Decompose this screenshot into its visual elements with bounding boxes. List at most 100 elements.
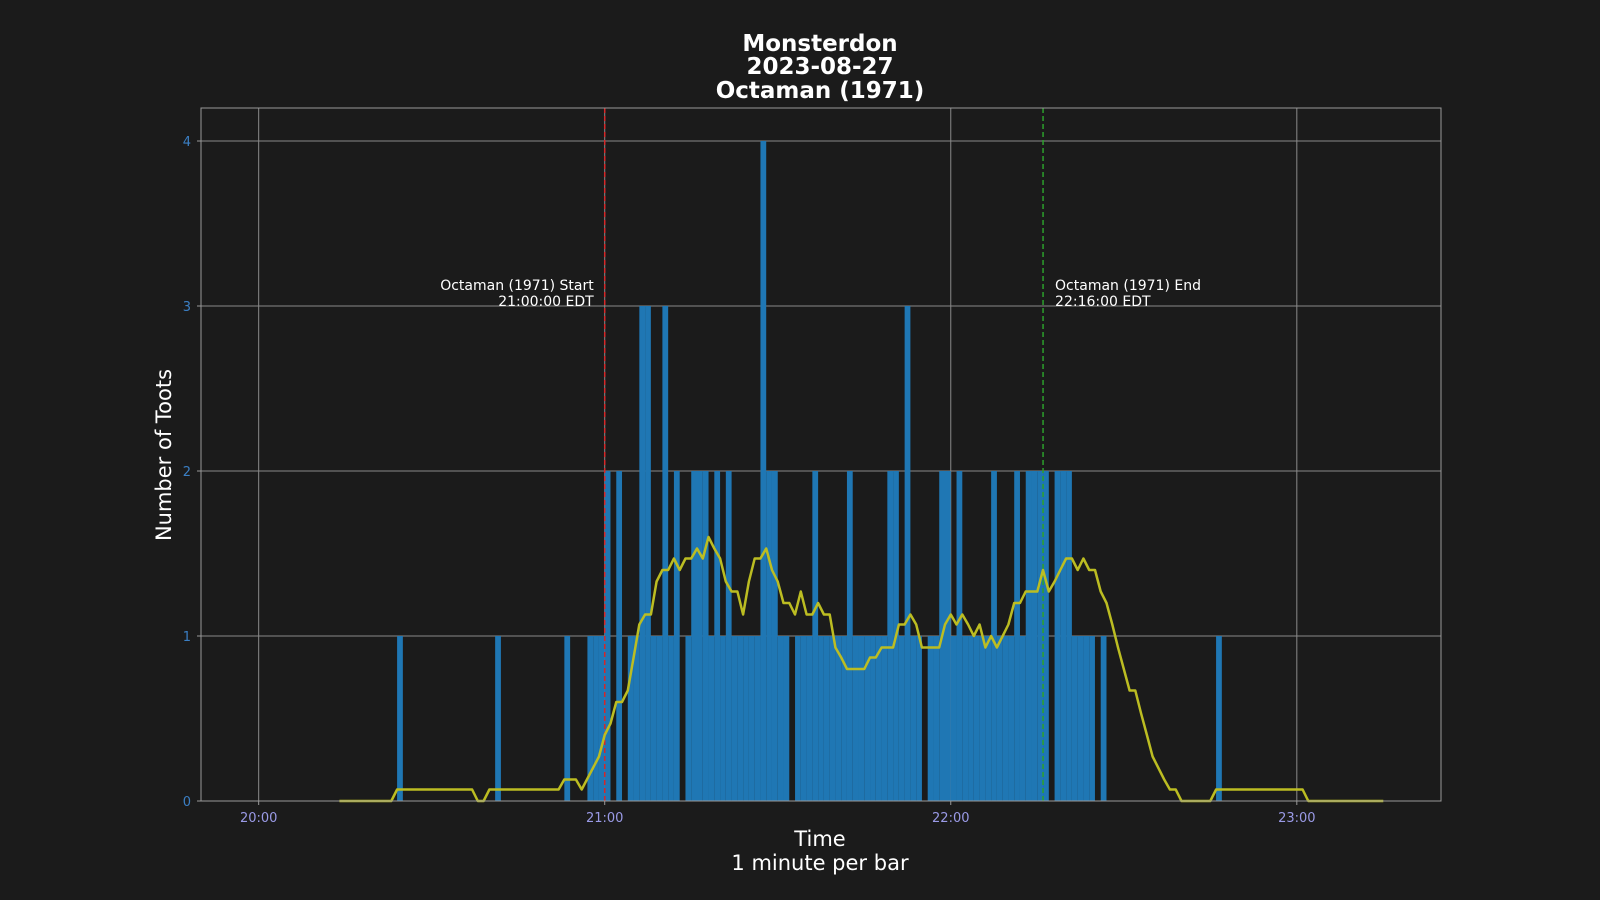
bar xyxy=(795,636,801,801)
bar xyxy=(604,471,611,801)
bar xyxy=(708,636,715,801)
bar xyxy=(691,471,697,801)
bar xyxy=(1031,471,1038,801)
bar xyxy=(639,306,646,801)
bar xyxy=(875,636,882,801)
bar xyxy=(760,141,767,801)
bar xyxy=(945,471,951,801)
x-axis-label-line-2: 1 minute per bar xyxy=(731,851,909,875)
chart-title-line-1: Monsterdon xyxy=(742,31,897,57)
bar xyxy=(985,636,992,801)
bar xyxy=(1037,471,1044,801)
bar xyxy=(771,471,778,801)
bar xyxy=(962,636,969,801)
bar xyxy=(1014,471,1020,801)
bar xyxy=(968,636,974,801)
y-axis-label: Number of Toots xyxy=(152,369,176,541)
bar xyxy=(627,636,634,801)
bar xyxy=(835,636,842,801)
bar xyxy=(783,636,790,801)
bar xyxy=(1019,636,1026,801)
x-tick-label: 23:00 xyxy=(1278,811,1315,826)
bar xyxy=(806,636,813,801)
bar xyxy=(593,636,599,801)
bar xyxy=(645,306,651,801)
bar xyxy=(916,636,922,801)
bar xyxy=(737,636,744,801)
bar xyxy=(564,636,571,801)
bar xyxy=(616,471,623,801)
x-tick-label: 20:00 xyxy=(240,811,277,826)
bar xyxy=(818,636,824,801)
bar xyxy=(1071,636,1078,801)
x-ticks: 20:00 21:00 22:00 23:00 xyxy=(240,801,1316,826)
bar xyxy=(397,636,403,801)
bar xyxy=(714,471,721,801)
end-annotation-line-1: Octaman (1971) End xyxy=(1055,278,1201,294)
bar xyxy=(852,636,859,801)
x-tick-label: 21:00 xyxy=(586,811,623,826)
bar xyxy=(1002,636,1009,801)
bar xyxy=(973,636,980,801)
bar xyxy=(823,636,830,801)
chart-title-line-2: 2023-08-27 xyxy=(746,54,893,80)
bar xyxy=(979,636,986,801)
bar xyxy=(1089,636,1095,801)
bar xyxy=(587,636,594,801)
bar xyxy=(933,636,940,801)
start-annotation-line-1: Octaman (1971) Start xyxy=(440,278,594,294)
bar xyxy=(898,636,905,801)
bar xyxy=(800,636,807,801)
bar xyxy=(754,636,761,801)
y-tick-label: 4 xyxy=(183,135,191,150)
bar xyxy=(633,636,640,801)
bar xyxy=(766,471,772,801)
bar xyxy=(1216,636,1222,801)
bar xyxy=(598,636,605,801)
y-tick-label: 1 xyxy=(183,630,191,645)
bar xyxy=(495,636,501,801)
bar xyxy=(668,636,674,801)
y-ticks: 0 1 2 3 4 xyxy=(183,135,201,810)
bar xyxy=(956,471,963,801)
bar xyxy=(829,636,836,801)
bar xyxy=(991,471,997,801)
y-tick-label: 2 xyxy=(183,465,191,480)
bar xyxy=(1077,636,1084,801)
end-annotation-line-2: 22:16:00 EDT xyxy=(1055,294,1151,310)
bar xyxy=(702,471,709,801)
bar xyxy=(662,306,669,801)
bar xyxy=(1043,471,1049,801)
start-annotation-line-2: 21:00:00 EDT xyxy=(498,294,594,310)
bar xyxy=(1066,471,1072,801)
bar xyxy=(887,471,894,801)
bar xyxy=(858,636,865,801)
bar xyxy=(650,636,657,801)
bar xyxy=(697,471,703,801)
event-markers xyxy=(603,108,1044,801)
bar xyxy=(743,636,749,801)
bar xyxy=(881,636,888,801)
bar xyxy=(777,636,784,801)
bar xyxy=(748,636,755,801)
bar xyxy=(673,471,680,801)
x-tick-label: 22:00 xyxy=(932,811,969,826)
rolling-average-line xyxy=(339,535,1384,803)
bar xyxy=(1060,471,1067,801)
bar xyxy=(812,471,819,801)
bar xyxy=(846,471,853,801)
bar xyxy=(725,471,732,801)
bar xyxy=(841,636,847,801)
bar xyxy=(1054,471,1061,801)
y-tick-label: 3 xyxy=(183,300,191,315)
bar xyxy=(1100,636,1107,801)
bars xyxy=(397,141,1222,801)
bar xyxy=(950,636,957,801)
plot-frame xyxy=(200,107,1442,802)
bar xyxy=(870,636,876,801)
bar xyxy=(864,636,871,801)
bar xyxy=(1025,471,1032,801)
x-axis-label-line-1: Time xyxy=(793,827,845,851)
chart-title-line-3: Octaman (1971) xyxy=(716,78,925,104)
